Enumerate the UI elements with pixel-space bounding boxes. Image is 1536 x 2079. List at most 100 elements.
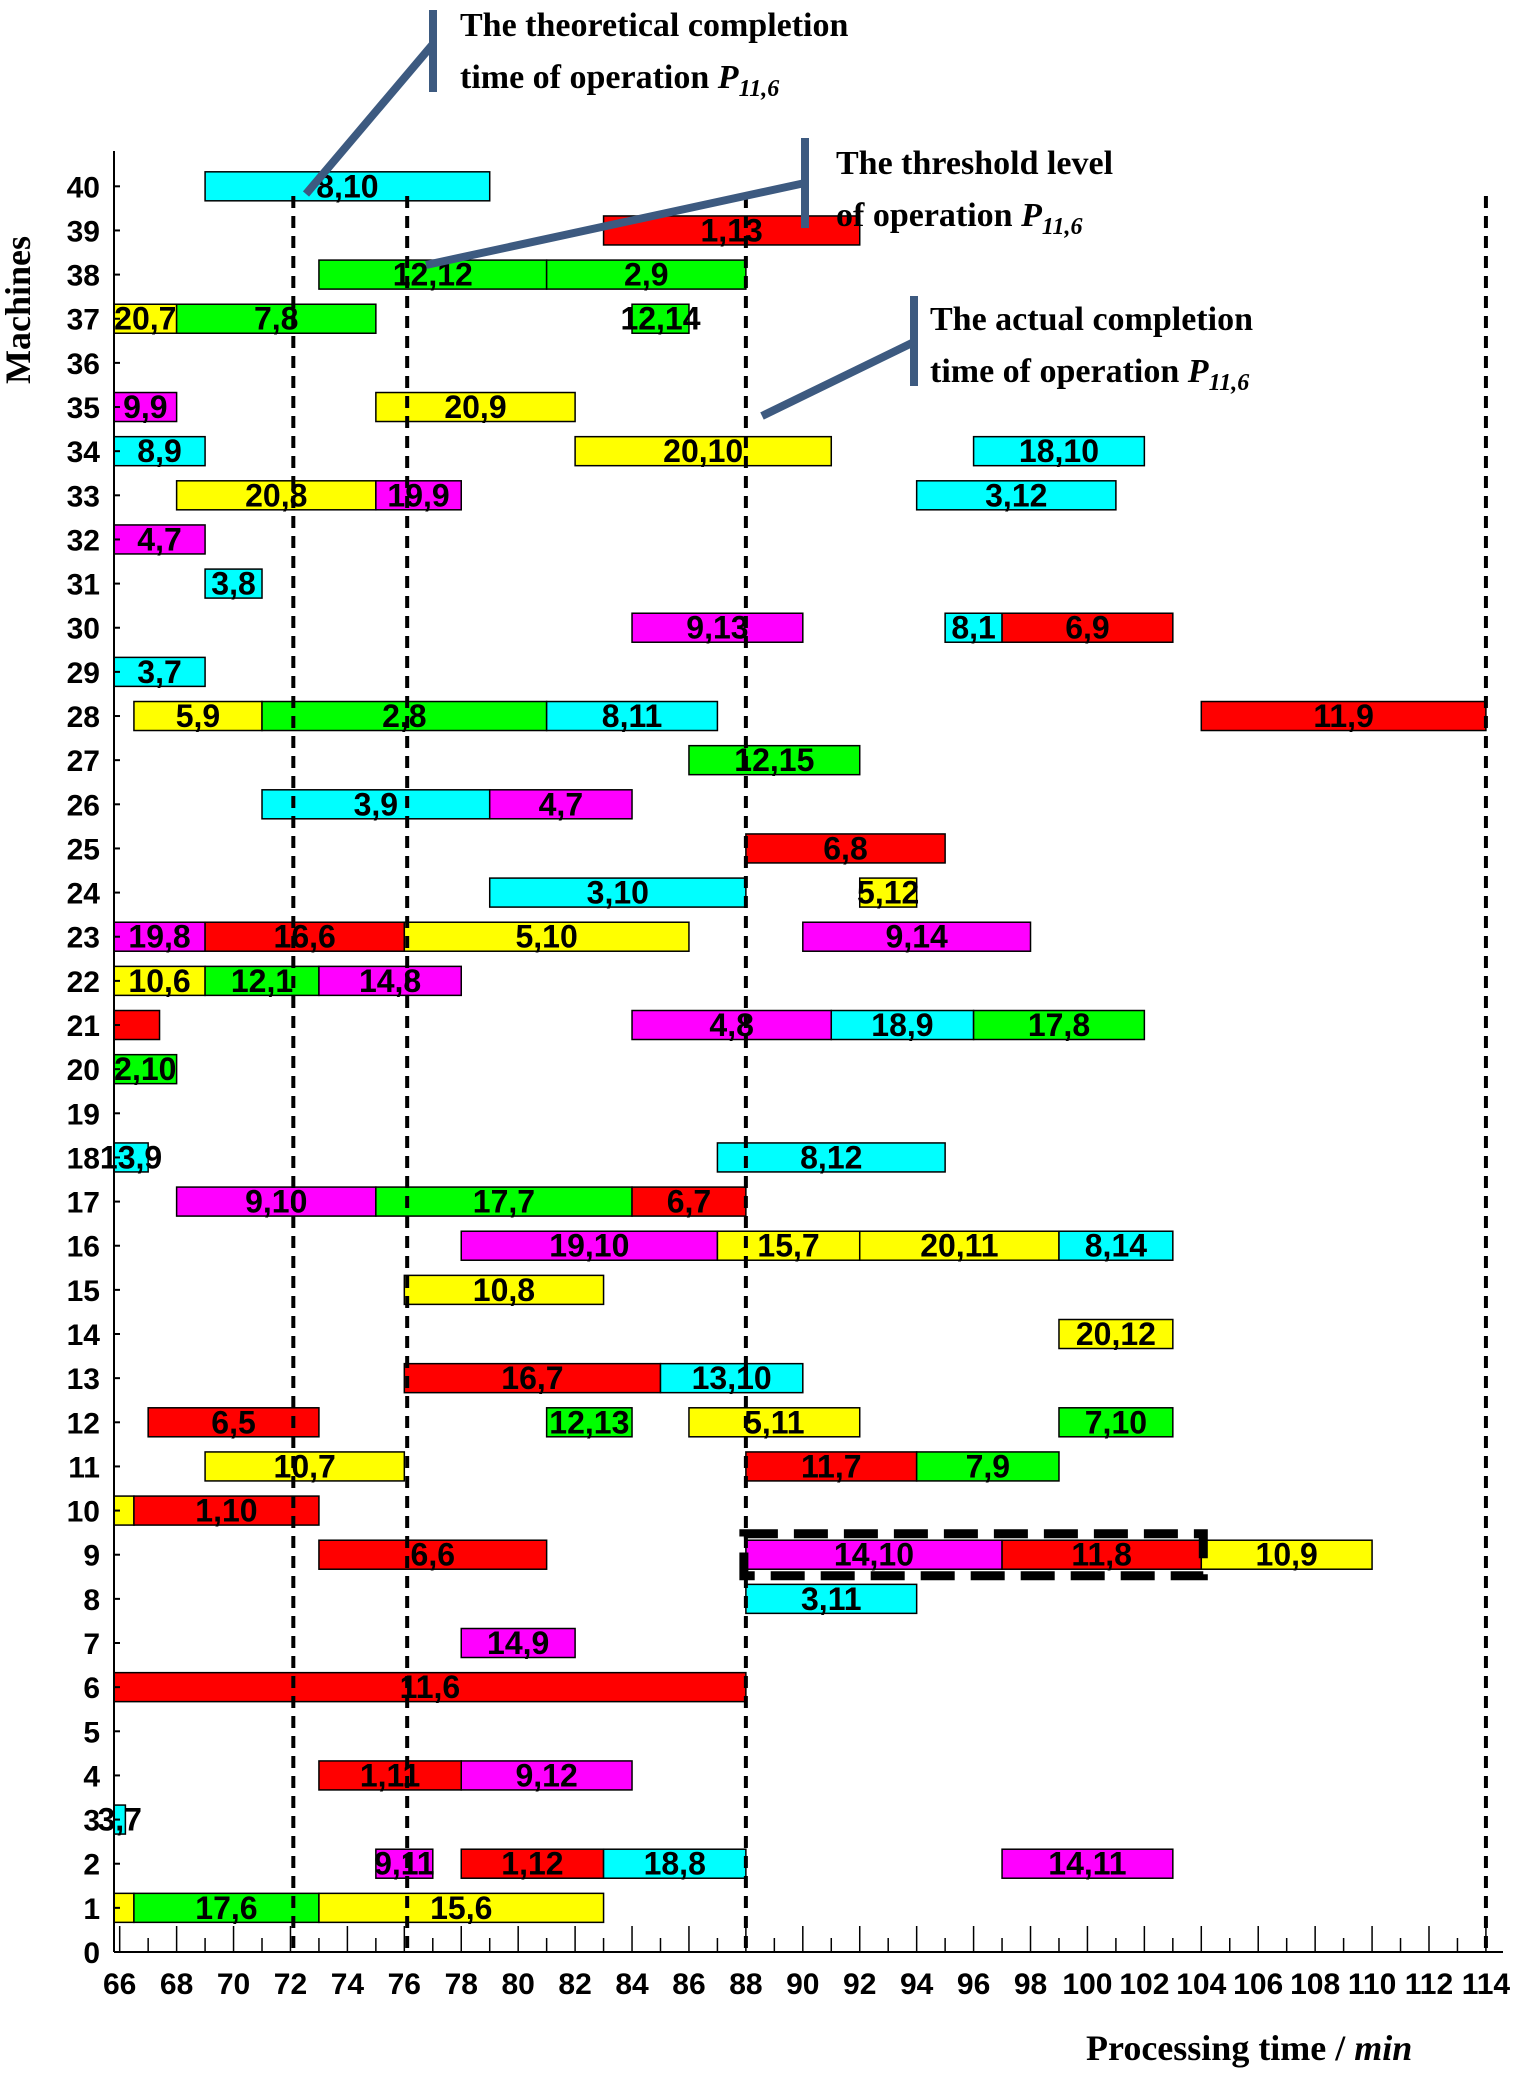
x-tick-label-102: 102 [1119,1968,1169,2001]
y-tick-label-40: 40 [67,171,100,204]
x-tick-label-98: 98 [1014,1968,1047,2001]
bar-m23-32 [204,921,406,952]
bar-m10-64 [133,1495,320,1526]
bar-label-m11-60: 10,7 [274,1448,336,1484]
bar-label-m38-3: 2,9 [624,257,668,293]
y-tick-label-19: 19 [67,1098,100,1131]
bar-label-m37-5: 7,8 [254,301,298,337]
bar-m12-59 [1058,1407,1174,1438]
bar-label-m12-58: 5,11 [744,1404,805,1440]
bar-label-m33-12: 20,8 [245,477,307,513]
bar-m4-72 [318,1760,462,1791]
bar-label-m28-22: 2,8 [382,698,426,734]
bar-m28-24 [1200,700,1487,732]
bar-label-m2-76: 1,12 [501,1846,563,1882]
y-tick-label-6: 6 [83,1672,100,1705]
bar-m30-19 [1001,612,1174,643]
bar-label-m32-15: 4,7 [137,521,181,557]
bar-label-m33-13: 19,9 [387,477,449,513]
bar-label-m17-47: 6,7 [667,1184,711,1220]
y-tick-label-23: 23 [67,922,100,955]
bar-label-m30-19: 6,9 [1065,610,1109,646]
bar-m23-34 [802,921,1032,952]
bar-label-m14-53: 20,12 [1076,1316,1156,1352]
x-axis-title: Processing time / min [1086,2028,1412,2068]
bar-label-m26-27: 4,7 [539,786,583,822]
bar-m9-68 [1200,1539,1373,1570]
callout-line2-2: time of operation P11,6 [930,353,1249,396]
bar-m34-11 [972,435,1146,467]
bar-m7-70 [460,1627,576,1659]
bar-m28-23 [545,700,719,732]
y-tick-label-37: 37 [67,304,100,337]
callout-pointer-1 [425,179,806,269]
bar-m24-30 [858,877,918,908]
bar-m12-56 [147,1407,320,1438]
bar-m18-44 [716,1142,946,1173]
x-tick-label-88: 88 [729,1968,762,2001]
bar-m12-57 [545,1407,633,1438]
callout-line2-0: time of operation P11,6 [460,59,779,102]
bar-label-m16-50: 20,11 [920,1228,998,1264]
y-tick-label-25: 25 [67,833,100,866]
bar-label-m24-29: 3,10 [587,875,649,911]
y-tick-label-12: 12 [67,1407,100,1440]
bar-label-m35-7: 9,9 [123,389,167,425]
bar-m15-52 [403,1274,605,1306]
bar-m11-61 [745,1451,918,1482]
bar-m1-81 [318,1892,605,1924]
bar-label-m13-54: 16,7 [501,1360,563,1396]
y-tick-label-24: 24 [67,878,101,911]
x-tick-label-78: 78 [445,1968,478,2001]
x-tick-label-106: 106 [1233,1968,1283,2001]
y-tick-label-28: 28 [67,701,100,734]
bar-label-m34-11: 18,10 [1019,433,1099,469]
x-tick-label-108: 108 [1290,1968,1340,2001]
bar-label-m9-68: 10,9 [1256,1537,1318,1573]
x-tick-label-92: 92 [843,1968,876,2001]
x-tick-label-66: 66 [103,1968,136,2001]
bar-label-m4-73: 9,12 [515,1757,577,1793]
bar-label-m35-8: 20,9 [444,389,506,425]
bar-m29-20 [113,656,206,688]
y-tick-label-16: 16 [67,1231,100,1264]
x-tick-label-104: 104 [1176,1968,1226,2001]
y-tick-label-1: 1 [83,1893,100,1926]
bar-m26-27 [488,789,633,820]
bar-m39-1 [602,215,861,246]
bar-label-m26-26: 3,9 [354,786,398,822]
y-tick-label-36: 36 [67,348,100,381]
bar-m2-78 [1001,1848,1174,1879]
bar-label-m2-77: 18,8 [644,1846,706,1882]
x-tick-label-90: 90 [786,1968,819,2001]
bar-label-m18-44: 8,12 [800,1139,862,1175]
y-tick-label-18: 18 [67,1142,100,1175]
y-tick-label-13: 13 [67,1363,100,1396]
bar-label-m37-4: 20,7 [114,301,176,337]
callout-line2-text-2: time of operation [930,353,1188,390]
y-tick-label-8: 8 [83,1584,100,1617]
bar-m25-28 [745,833,946,864]
bar-m4-73 [460,1760,633,1791]
x-tick-label-80: 80 [501,1968,534,2001]
callout-pointer-0 [302,41,437,197]
bar-m24-29 [488,877,747,908]
bar-label-m11-62: 7,9 [966,1448,1010,1484]
bar-label-m22-36: 12,1 [231,963,293,999]
bar-m35-7 [113,391,178,423]
y-tick-label-34: 34 [67,436,101,469]
x-tick-label-68: 68 [160,1968,193,2001]
bar-m21-38 [113,1009,161,1041]
bar-label-m34-10: 20,10 [663,433,743,469]
x-tick-label-76: 76 [388,1968,421,2001]
highlight-box [739,1529,1208,1581]
callout-line2-text-0: time of operation [460,59,718,96]
y-tick-label-17: 17 [67,1187,100,1220]
callout-line2-1: of operation P11,6 [836,197,1083,240]
bar-label-m16-48: 19,10 [549,1228,629,1264]
bar-label-m25-28: 6,8 [823,830,867,866]
y-tick-label-15: 15 [67,1275,100,1308]
bar-label-m12-57: 12,13 [549,1404,629,1440]
y-tick-label-0: 0 [83,1937,100,1970]
